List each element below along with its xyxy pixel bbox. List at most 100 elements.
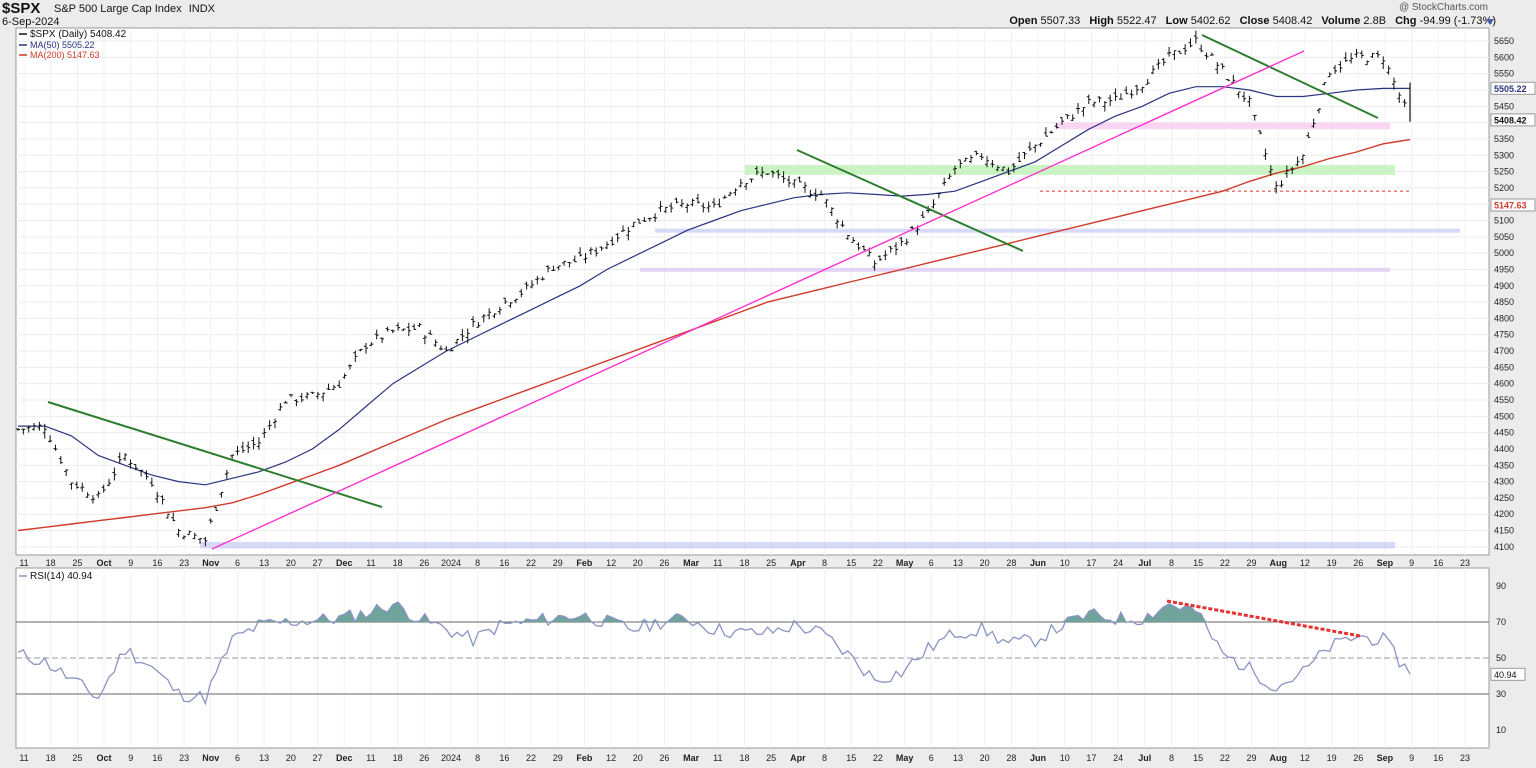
date-tick-label: 20 — [980, 558, 990, 568]
date-tick-label: 24 — [1113, 558, 1123, 568]
rsi-date-tick-label: 15 — [1193, 753, 1203, 763]
rsi-date-tick-label: 23 — [1460, 753, 1470, 763]
rsi-date-tick-label: Jul — [1138, 753, 1151, 763]
rsi-date-tick-label: 9 — [128, 753, 133, 763]
low-label: Low — [1165, 15, 1188, 27]
date-tick-label: 15 — [1193, 558, 1203, 568]
rsi-date-tick-label: Jun — [1030, 753, 1046, 763]
rsi-date-tick-label: 23 — [179, 753, 189, 763]
ticker-name: S&P 500 Large Cap Index INDX — [54, 3, 215, 15]
rsi-date-tick-label: Aug — [1269, 753, 1287, 763]
trendlines — [47, 34, 1379, 550]
date-tick-label: 8 — [822, 558, 827, 568]
date-tick-label: Feb — [576, 558, 593, 568]
rsi-date-tick-label: 16 — [152, 753, 162, 763]
date-tick-label: 16 — [1433, 558, 1443, 568]
date-tick-label: 16 — [152, 558, 162, 568]
rsi-legend: RSI(14) 40.94 — [30, 571, 93, 582]
price-tick-label: 5650 — [1494, 36, 1514, 46]
date-tick-label: 18 — [46, 558, 56, 568]
ma200-price-tag: 5147.63 — [1494, 200, 1527, 210]
support-zone — [1055, 122, 1390, 130]
price-tick-label: 4850 — [1494, 297, 1514, 307]
rsi-date-tick-label: 18 — [739, 753, 749, 763]
date-tick-label: 8 — [1169, 558, 1174, 568]
close-value: 5408.42 — [1272, 15, 1313, 27]
date-tick-label: 8 — [475, 558, 480, 568]
open-value: 5507.33 — [1040, 15, 1081, 27]
brand-watermark: @ StockCharts.com — [1398, 2, 1488, 13]
rsi-date-tick-label: 22 — [1220, 753, 1230, 763]
rsi-tick-label: 70 — [1496, 617, 1506, 627]
rsi-date-tick-label: 26 — [659, 753, 669, 763]
rsi-date-tick-label: 22 — [873, 753, 883, 763]
chart-date: 6-Sep-2024 — [2, 16, 60, 28]
price-tick-label: 4100 — [1494, 542, 1514, 552]
date-tick-label: 22 — [1220, 558, 1230, 568]
rsi-tick-label: 30 — [1496, 689, 1506, 699]
price-tick-label: 4700 — [1494, 346, 1514, 356]
rsi-date-tick-label: 20 — [286, 753, 296, 763]
rsi-date-tick-label: Feb — [576, 753, 593, 763]
green-trendline — [1201, 34, 1379, 119]
price-tick-label: 5100 — [1494, 216, 1514, 226]
rsi-date-tick-label: 18 — [393, 753, 403, 763]
price-tick-label: 4800 — [1494, 313, 1514, 323]
date-tick-label: May — [896, 558, 914, 568]
rsi-date-tick-label: 12 — [1300, 753, 1310, 763]
rsi-date-tick-label: Apr — [790, 753, 806, 763]
rsi-date-tick-label: 6 — [929, 753, 934, 763]
date-tick-label: 28 — [1006, 558, 1016, 568]
date-tick-label: 15 — [846, 558, 856, 568]
price-tick-label: 4250 — [1494, 493, 1514, 503]
price-tick-label: 4600 — [1494, 379, 1514, 389]
chevron-down-icon[interactable] — [1486, 19, 1494, 25]
date-tick-label: 17 — [1086, 558, 1096, 568]
price-tick-label: 5600 — [1494, 52, 1514, 62]
date-tick-label: 18 — [739, 558, 749, 568]
date-tick-label: 23 — [179, 558, 189, 568]
date-tick-label: 13 — [259, 558, 269, 568]
rsi-date-tick-label: 8 — [475, 753, 480, 763]
price-tick-label: 5550 — [1494, 69, 1514, 79]
date-tick-label: Mar — [683, 558, 700, 568]
rsi-date-tick-label: 19 — [1327, 753, 1337, 763]
date-tick-label: 2024 — [441, 558, 461, 568]
ticker-symbol: $SPX — [2, 0, 41, 17]
price-tick-label: 5300 — [1494, 150, 1514, 160]
price-tick-label: 4950 — [1494, 264, 1514, 274]
date-tick-label: 29 — [1247, 558, 1257, 568]
rsi-date-tick-label: 12 — [606, 753, 616, 763]
volume-value: 2.8B — [1363, 15, 1387, 27]
date-tick-label: 11 — [19, 558, 28, 568]
price-tick-label: 4750 — [1494, 330, 1514, 340]
rsi-date-tick-label: 18 — [46, 753, 56, 763]
ma200-line — [17, 138, 1411, 532]
rsi-series — [16, 599, 1489, 706]
date-tick-label: 16 — [499, 558, 509, 568]
date-tick-label: 20 — [286, 558, 296, 568]
rsi-date-tick-label: May — [896, 753, 914, 763]
ma50-legend: MA(50) 5505.22 — [30, 40, 95, 50]
rsi-date-tick-label: 16 — [1433, 753, 1443, 763]
date-tick-label: 29 — [553, 558, 563, 568]
rsi-date-tick-label: 13 — [259, 753, 269, 763]
date-tick-label: Jul — [1138, 558, 1151, 568]
close-price-tag: 5408.42 — [1494, 115, 1527, 125]
rsi-date-tick-label: 20 — [633, 753, 643, 763]
price-tick-label: 4300 — [1494, 477, 1514, 487]
price-tick-label: 5000 — [1494, 248, 1514, 258]
date-tick-label: 9 — [128, 558, 133, 568]
date-tick-label: 27 — [313, 558, 323, 568]
price-tick-label: 4450 — [1494, 428, 1514, 438]
price-tick-label: 5200 — [1494, 183, 1514, 193]
rsi-date-tick-label: 11 — [713, 753, 722, 763]
support-zone — [640, 267, 1390, 272]
price-tick-label: 4500 — [1494, 411, 1514, 421]
magenta-trendline — [211, 50, 1305, 550]
price-tick-label: 4900 — [1494, 281, 1514, 291]
date-tick-label: 22 — [526, 558, 536, 568]
rsi-date-tick-label: 11 — [19, 753, 28, 763]
rsi-date-tick-label: 13 — [953, 753, 963, 763]
